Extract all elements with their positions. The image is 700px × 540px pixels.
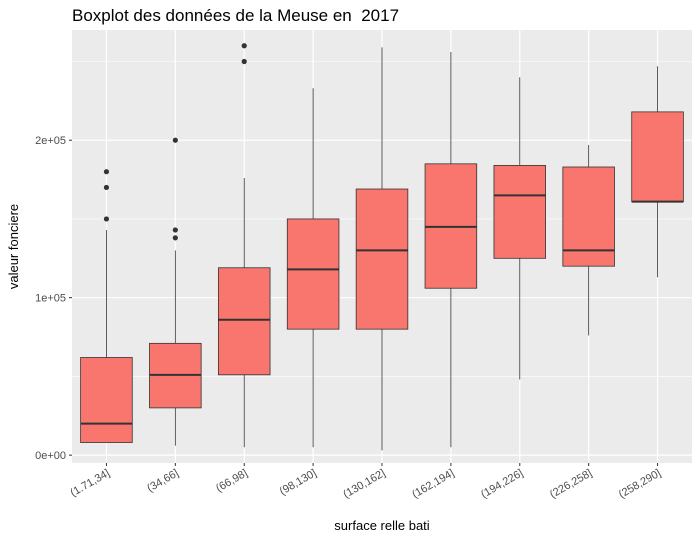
box-iqr [355,188,409,330]
box-3 [217,43,271,448]
chart-title: Boxplot des données de la Meuse en 2017 [72,6,400,25]
box-iqr [286,218,340,330]
y-axis-title: valeur fonciere [6,204,21,289]
x-axis-title: surface relle bati [334,518,429,533]
outlier-point [103,184,110,191]
box-iqr [80,357,133,443]
x-tick-label: (258,290] [617,467,663,501]
box-4 [286,88,340,448]
box-9 [631,66,684,278]
x-tick-label: (130,162] [341,467,387,501]
outlier-point [172,235,178,241]
outlier-point [172,137,178,143]
boxes-layer [80,43,684,451]
outlier-point [241,58,247,65]
x-tick-label: (162,194] [410,467,456,501]
y-tick-label: 2e+05 [35,135,66,147]
box-7 [493,77,547,380]
x-tick-label: (194,226] [479,467,525,501]
box-iqr [217,267,271,376]
y-tick-label: 1e+05 [35,293,66,305]
x-axis: (1.71,34] (34,66] (66,98] (98,130] (130,162]… [68,463,663,501]
box-6 [424,52,478,448]
x-tick-label: (226,258] [548,467,594,501]
x-tick-label: (98,130] [278,467,319,498]
box-iqr [493,165,547,259]
x-tick-label: (34,66] [145,467,181,495]
box-2 [149,137,202,446]
outlier-point [172,227,178,233]
box-iqr [631,111,684,203]
y-tick-label: 0e+00 [35,450,66,462]
outlier-point [241,43,247,49]
box-1 [80,169,133,443]
x-tick-label: (66,98] [214,467,250,495]
outlier-point [103,169,110,175]
box-5 [355,47,409,451]
box-8 [562,144,615,336]
x-tick-label: (1.71,34] [68,467,112,499]
y-axis: 0e+00 1e+05 2e+05 [35,135,72,462]
outlier-point [103,216,110,222]
